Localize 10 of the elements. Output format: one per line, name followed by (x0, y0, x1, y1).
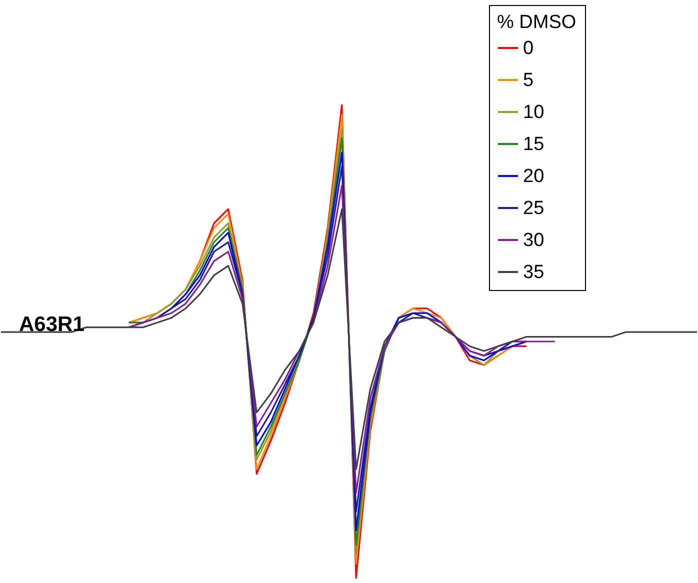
legend-label: 0 (523, 38, 534, 59)
legend-label: 25 (523, 198, 544, 219)
legend-title: % DMSO (497, 12, 576, 33)
legend-label: 20 (523, 166, 544, 187)
legend-label: 15 (523, 134, 544, 155)
legend-label: 35 (523, 262, 544, 283)
legend-label: 5 (523, 70, 534, 91)
legend-label: 10 (523, 102, 544, 123)
annotation: A63R1 (19, 313, 85, 336)
legend-label: 30 (523, 230, 544, 251)
